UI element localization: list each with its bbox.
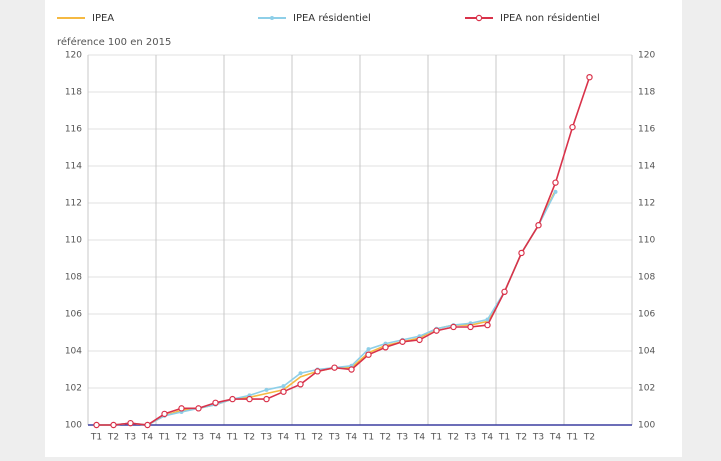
x-tick-label: T1 xyxy=(294,433,306,443)
x-tick-label: T1 xyxy=(158,433,170,443)
point xyxy=(553,189,558,194)
point xyxy=(569,123,576,131)
x-tick-label: T1 xyxy=(90,433,102,443)
x-tick-label: T3 xyxy=(464,433,476,443)
point xyxy=(501,288,508,295)
point xyxy=(246,395,253,403)
point xyxy=(518,249,525,257)
x-tick-label: T4 xyxy=(413,433,425,443)
legend-label: IPEA xyxy=(92,13,114,24)
x-tick-label: T2 xyxy=(175,433,187,443)
point xyxy=(348,366,355,373)
x-tick-label: T4 xyxy=(549,433,561,443)
legend-label: IPEA non résidentiel xyxy=(500,12,600,24)
x-tick-label: T4 xyxy=(209,433,221,443)
point xyxy=(281,384,286,389)
x-tick-label: T3 xyxy=(328,433,340,443)
y-tick-label: 116 xyxy=(65,125,82,135)
point xyxy=(433,327,440,334)
y-tick-label: 114 xyxy=(65,162,82,172)
x-tick-label: T2 xyxy=(379,433,391,443)
y2-tick-label: 108 xyxy=(638,273,655,283)
point xyxy=(212,399,219,406)
point xyxy=(484,321,491,329)
series-line xyxy=(96,191,557,426)
y2-tick-label: 120 xyxy=(638,51,655,61)
legend-marker xyxy=(475,14,483,22)
y-tick-label: 100 xyxy=(65,421,82,431)
x-tick-label: T3 xyxy=(532,433,544,443)
point xyxy=(263,395,270,403)
x-tick-label: T4 xyxy=(141,433,153,443)
point xyxy=(552,179,559,186)
x-tick-label: T1 xyxy=(362,433,374,443)
y-tick-label: 106 xyxy=(65,310,82,320)
x-tick-label: T1 xyxy=(498,433,510,443)
point xyxy=(382,344,389,351)
x-tick-label: T2 xyxy=(107,433,119,443)
y2-tick-label: 116 xyxy=(638,125,655,135)
point xyxy=(485,317,490,322)
y-tick-label: 118 xyxy=(65,88,82,98)
point xyxy=(416,336,423,344)
x-tick-label: T4 xyxy=(277,433,289,443)
y2-tick-label: 114 xyxy=(638,162,655,172)
y2-tick-label: 110 xyxy=(638,236,655,246)
point xyxy=(365,351,372,358)
x-tick-label: T2 xyxy=(447,433,459,443)
chart-background xyxy=(45,0,682,457)
point xyxy=(127,419,134,427)
point xyxy=(297,381,304,388)
point xyxy=(110,421,117,429)
point xyxy=(178,405,185,412)
point xyxy=(586,73,593,81)
point xyxy=(399,338,406,345)
y-tick-label: 102 xyxy=(65,384,82,394)
point xyxy=(264,387,269,392)
point xyxy=(314,368,321,375)
point xyxy=(298,371,303,376)
y2-tick-label: 112 xyxy=(638,199,655,209)
point xyxy=(144,421,151,429)
y-tick-label: 104 xyxy=(65,347,82,357)
x-tick-label: T1 xyxy=(226,433,238,443)
point xyxy=(195,405,202,412)
x-tick-label: T4 xyxy=(345,433,357,443)
point xyxy=(280,388,287,395)
y-tick-label: 110 xyxy=(65,236,82,246)
point xyxy=(93,421,100,429)
y2-tick-label: 102 xyxy=(638,384,655,394)
y2-tick-label: 100 xyxy=(638,421,655,431)
point xyxy=(229,395,236,403)
x-tick-label: T3 xyxy=(124,433,136,443)
point xyxy=(366,347,371,352)
y-tick-label: 112 xyxy=(65,199,82,209)
y-tick-label: 108 xyxy=(65,273,82,283)
point xyxy=(450,323,457,331)
x-tick-label: T2 xyxy=(583,433,595,443)
x-tick-label: T3 xyxy=(192,433,204,443)
x-tick-label: T2 xyxy=(311,433,323,443)
legend-label: IPEA résidentiel xyxy=(293,12,371,24)
point xyxy=(535,221,542,229)
point xyxy=(467,323,474,331)
point xyxy=(331,364,338,371)
y2-tick-label: 118 xyxy=(638,88,655,98)
y2-tick-label: 104 xyxy=(638,347,655,357)
x-tick-label: T1 xyxy=(566,433,578,443)
x-tick-label: T2 xyxy=(515,433,527,443)
x-tick-label: T3 xyxy=(260,433,272,443)
point xyxy=(161,410,168,418)
legend-marker xyxy=(270,16,274,20)
y-axis-label: référence 100 en 2015 xyxy=(57,36,171,48)
x-tick-label: T3 xyxy=(396,433,408,443)
x-tick-label: T1 xyxy=(430,433,442,443)
x-tick-label: T2 xyxy=(243,433,255,443)
y-tick-label: 120 xyxy=(65,51,82,61)
x-tick-label: T4 xyxy=(481,433,493,443)
y2-tick-label: 106 xyxy=(638,310,655,320)
